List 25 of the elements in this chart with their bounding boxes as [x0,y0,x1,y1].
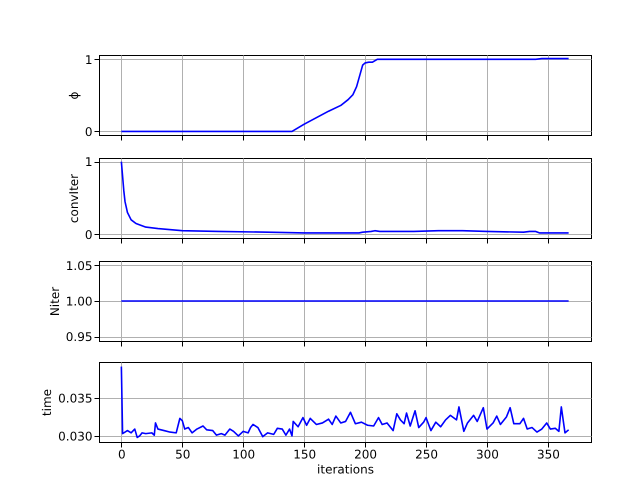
y-axis-title: convIter [66,174,81,224]
y-tick-label: 1 [84,155,92,170]
x-tick-label: 0 [118,448,126,462]
x-axis-title: iterations [317,462,374,476]
x-tick-label: 100 [232,448,256,462]
y-tick-label: 0 [84,124,92,139]
y-axis-title: Niter [48,286,62,316]
x-tick-label: 250 [415,448,438,462]
x-tick-label: 350 [536,448,560,462]
line-series [120,58,570,132]
y-tick-label: 1.05 [66,258,92,273]
y-axis-title: ϕ [66,91,81,100]
y-tick-label: 0.030 [58,429,92,444]
y-axis-title: time [40,388,54,416]
x-tick-label: 200 [354,448,378,462]
y-tick-label: 1 [84,52,92,67]
y-tick-label: 1.00 [66,294,92,308]
y-tick-label: 0 [84,228,92,242]
x-tick-label: 300 [476,448,499,462]
line-series [120,366,570,438]
line-series [120,160,570,234]
x-tick-label: 150 [293,448,316,462]
y-tick-label: 0.035 [58,391,92,406]
x-tick-label: 50 [175,448,190,462]
y-tick-label: 0.95 [66,330,92,344]
